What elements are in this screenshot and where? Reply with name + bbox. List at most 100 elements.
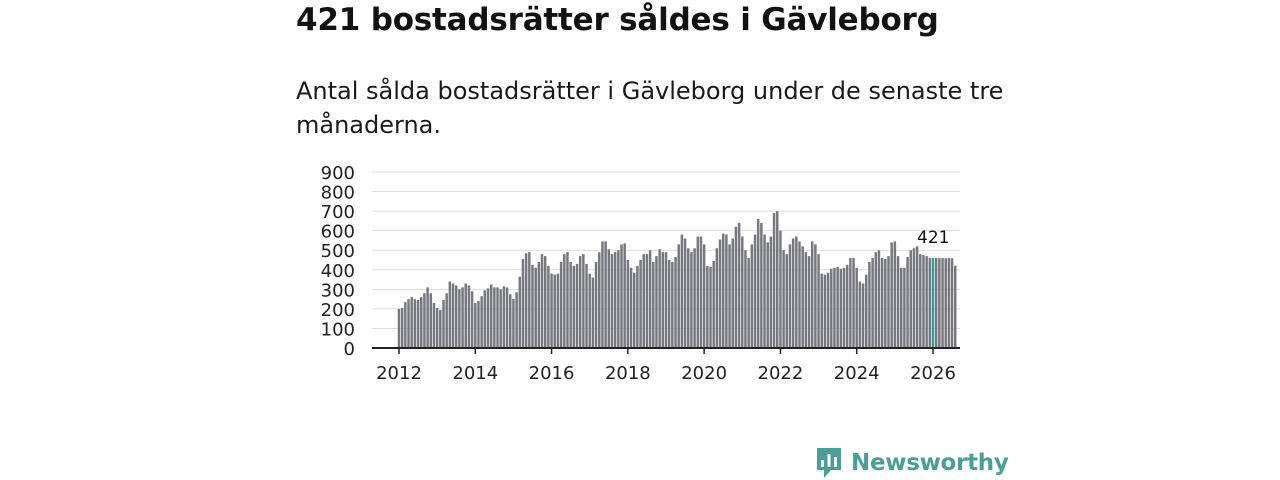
bar	[550, 273, 553, 348]
bar	[887, 256, 890, 348]
bar	[588, 273, 591, 348]
bar	[823, 274, 827, 348]
bar	[404, 302, 407, 348]
bar	[540, 254, 544, 348]
bar	[594, 261, 598, 348]
bar	[537, 261, 541, 348]
bar	[772, 213, 776, 348]
bar	[731, 238, 734, 348]
y-tick-label: 500	[321, 241, 355, 262]
bar	[435, 307, 439, 348]
bar	[416, 300, 420, 348]
bar	[779, 230, 782, 348]
bar	[753, 234, 757, 348]
bar	[899, 267, 903, 348]
bar	[839, 268, 843, 348]
bar	[400, 307, 404, 348]
bar	[652, 261, 655, 348]
bar	[687, 248, 690, 348]
bar	[585, 263, 588, 348]
bar	[610, 254, 614, 348]
bar	[763, 234, 766, 348]
bar	[413, 299, 417, 348]
bar	[750, 244, 754, 348]
bar	[451, 283, 455, 348]
bar	[448, 281, 452, 348]
bar	[442, 300, 445, 348]
bar	[769, 236, 773, 348]
bar	[776, 211, 779, 348]
bar	[543, 256, 547, 348]
bar	[693, 248, 696, 348]
y-tick-label: 800	[321, 183, 355, 204]
bar	[591, 277, 595, 348]
bar	[858, 281, 862, 348]
bar	[785, 254, 789, 348]
bar	[629, 267, 633, 348]
y-tick-label: 900	[321, 163, 355, 184]
bar	[397, 308, 401, 348]
bar	[432, 303, 436, 348]
bar	[954, 265, 957, 348]
bar	[553, 274, 556, 348]
bar	[938, 258, 941, 348]
bar	[807, 256, 811, 348]
bar	[696, 236, 700, 348]
bar	[890, 242, 893, 348]
x-tick-label: 2012	[376, 363, 422, 384]
y-tick-label: 0	[344, 339, 355, 360]
bar	[572, 265, 576, 348]
x-tick-label: 2014	[452, 363, 498, 384]
bar-highlight	[931, 258, 935, 348]
bar	[559, 261, 563, 348]
bar	[499, 289, 502, 348]
bar	[944, 258, 947, 348]
bar	[547, 265, 550, 348]
bar	[868, 261, 871, 348]
bar	[947, 258, 951, 348]
bar	[521, 259, 525, 348]
bar	[801, 246, 804, 348]
bar	[677, 244, 680, 348]
bar	[725, 234, 728, 348]
bar	[667, 260, 671, 348]
x-tick-label: 2020	[681, 363, 727, 384]
bar	[919, 254, 922, 348]
x-tick-label: 2026	[910, 363, 956, 384]
x-tick-label: 2016	[529, 363, 575, 384]
bar	[617, 250, 620, 348]
bar	[845, 264, 849, 348]
page-title: 421 bostadsrätter såldes i Gävleborg	[296, 2, 939, 38]
bar	[830, 268, 833, 348]
bar	[639, 260, 642, 348]
bar	[515, 292, 518, 348]
bar	[642, 254, 645, 348]
bar	[906, 257, 909, 348]
bar	[563, 254, 566, 348]
bar	[655, 256, 658, 348]
bar	[922, 255, 925, 348]
bar	[833, 267, 836, 348]
bar	[852, 258, 855, 348]
bar	[566, 252, 569, 348]
bar	[842, 267, 846, 348]
bar	[423, 293, 426, 348]
bar	[909, 250, 912, 348]
bar	[458, 289, 461, 348]
bar	[699, 236, 703, 348]
bar	[706, 265, 709, 348]
bar	[575, 263, 579, 348]
chart-annotations: 421	[917, 228, 949, 248]
bar	[674, 257, 677, 348]
bar	[715, 248, 719, 348]
bar	[454, 285, 458, 348]
bar	[578, 256, 582, 348]
bar	[493, 287, 496, 348]
bar	[407, 299, 410, 348]
bar	[728, 244, 731, 348]
bar	[744, 250, 747, 348]
bar	[747, 258, 750, 348]
bar	[865, 274, 868, 348]
bar	[896, 256, 900, 348]
bar	[671, 261, 674, 348]
